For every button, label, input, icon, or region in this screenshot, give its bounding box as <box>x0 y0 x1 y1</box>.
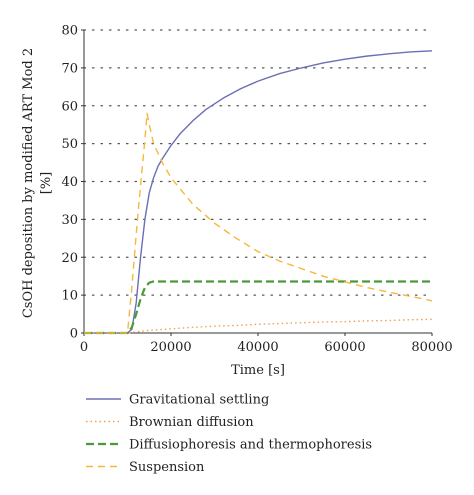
y-tick-label: 70 <box>61 61 78 76</box>
x-tick-label: 80000 <box>411 340 452 355</box>
x-tick-labels: 0 20000 40000 60000 80000 <box>80 333 453 355</box>
series-lines <box>84 50 433 335</box>
y-tick-label: 80 <box>61 24 78 39</box>
grid-lines <box>83 29 433 296</box>
legend-label: Diffusiophoresis and thermophoresis <box>129 438 372 453</box>
y-tick-label: 20 <box>61 251 78 266</box>
x-tick-label: 40000 <box>237 340 278 355</box>
y-axis-title-unit: [%] <box>39 172 54 195</box>
series-line-2 <box>84 318 433 334</box>
x-axis-title: Time [s] <box>231 363 285 378</box>
legend-label: Suspension <box>129 460 205 475</box>
series-line-3 <box>84 280 432 335</box>
legend: Gravitational settling Brownian diffusion… <box>86 393 372 475</box>
y-tick-label: 30 <box>61 213 78 228</box>
y-tick-label: 0 <box>70 327 78 342</box>
x-tick-label: 60000 <box>324 340 365 355</box>
series-line-1 <box>84 50 433 334</box>
x-tick-label: 0 <box>80 340 88 355</box>
y-tick-label: 10 <box>61 289 78 304</box>
legend-label: Gravitational settling <box>129 393 269 408</box>
y-tick-label: 60 <box>61 99 78 114</box>
legend-label: Brownian diffusion <box>129 415 254 430</box>
y-axis-title-line1: CsOH deposition by modified ART Mod 2 <box>21 48 36 318</box>
y-tick-label: 50 <box>61 137 78 152</box>
y-tick-label: 40 <box>61 175 78 190</box>
y-tick-labels: 0 10 20 30 40 50 60 70 80 <box>61 24 84 342</box>
y-axis-title: CsOH deposition by modified ART Mod 2 [%… <box>21 48 54 318</box>
x-tick-label: 20000 <box>150 340 191 355</box>
